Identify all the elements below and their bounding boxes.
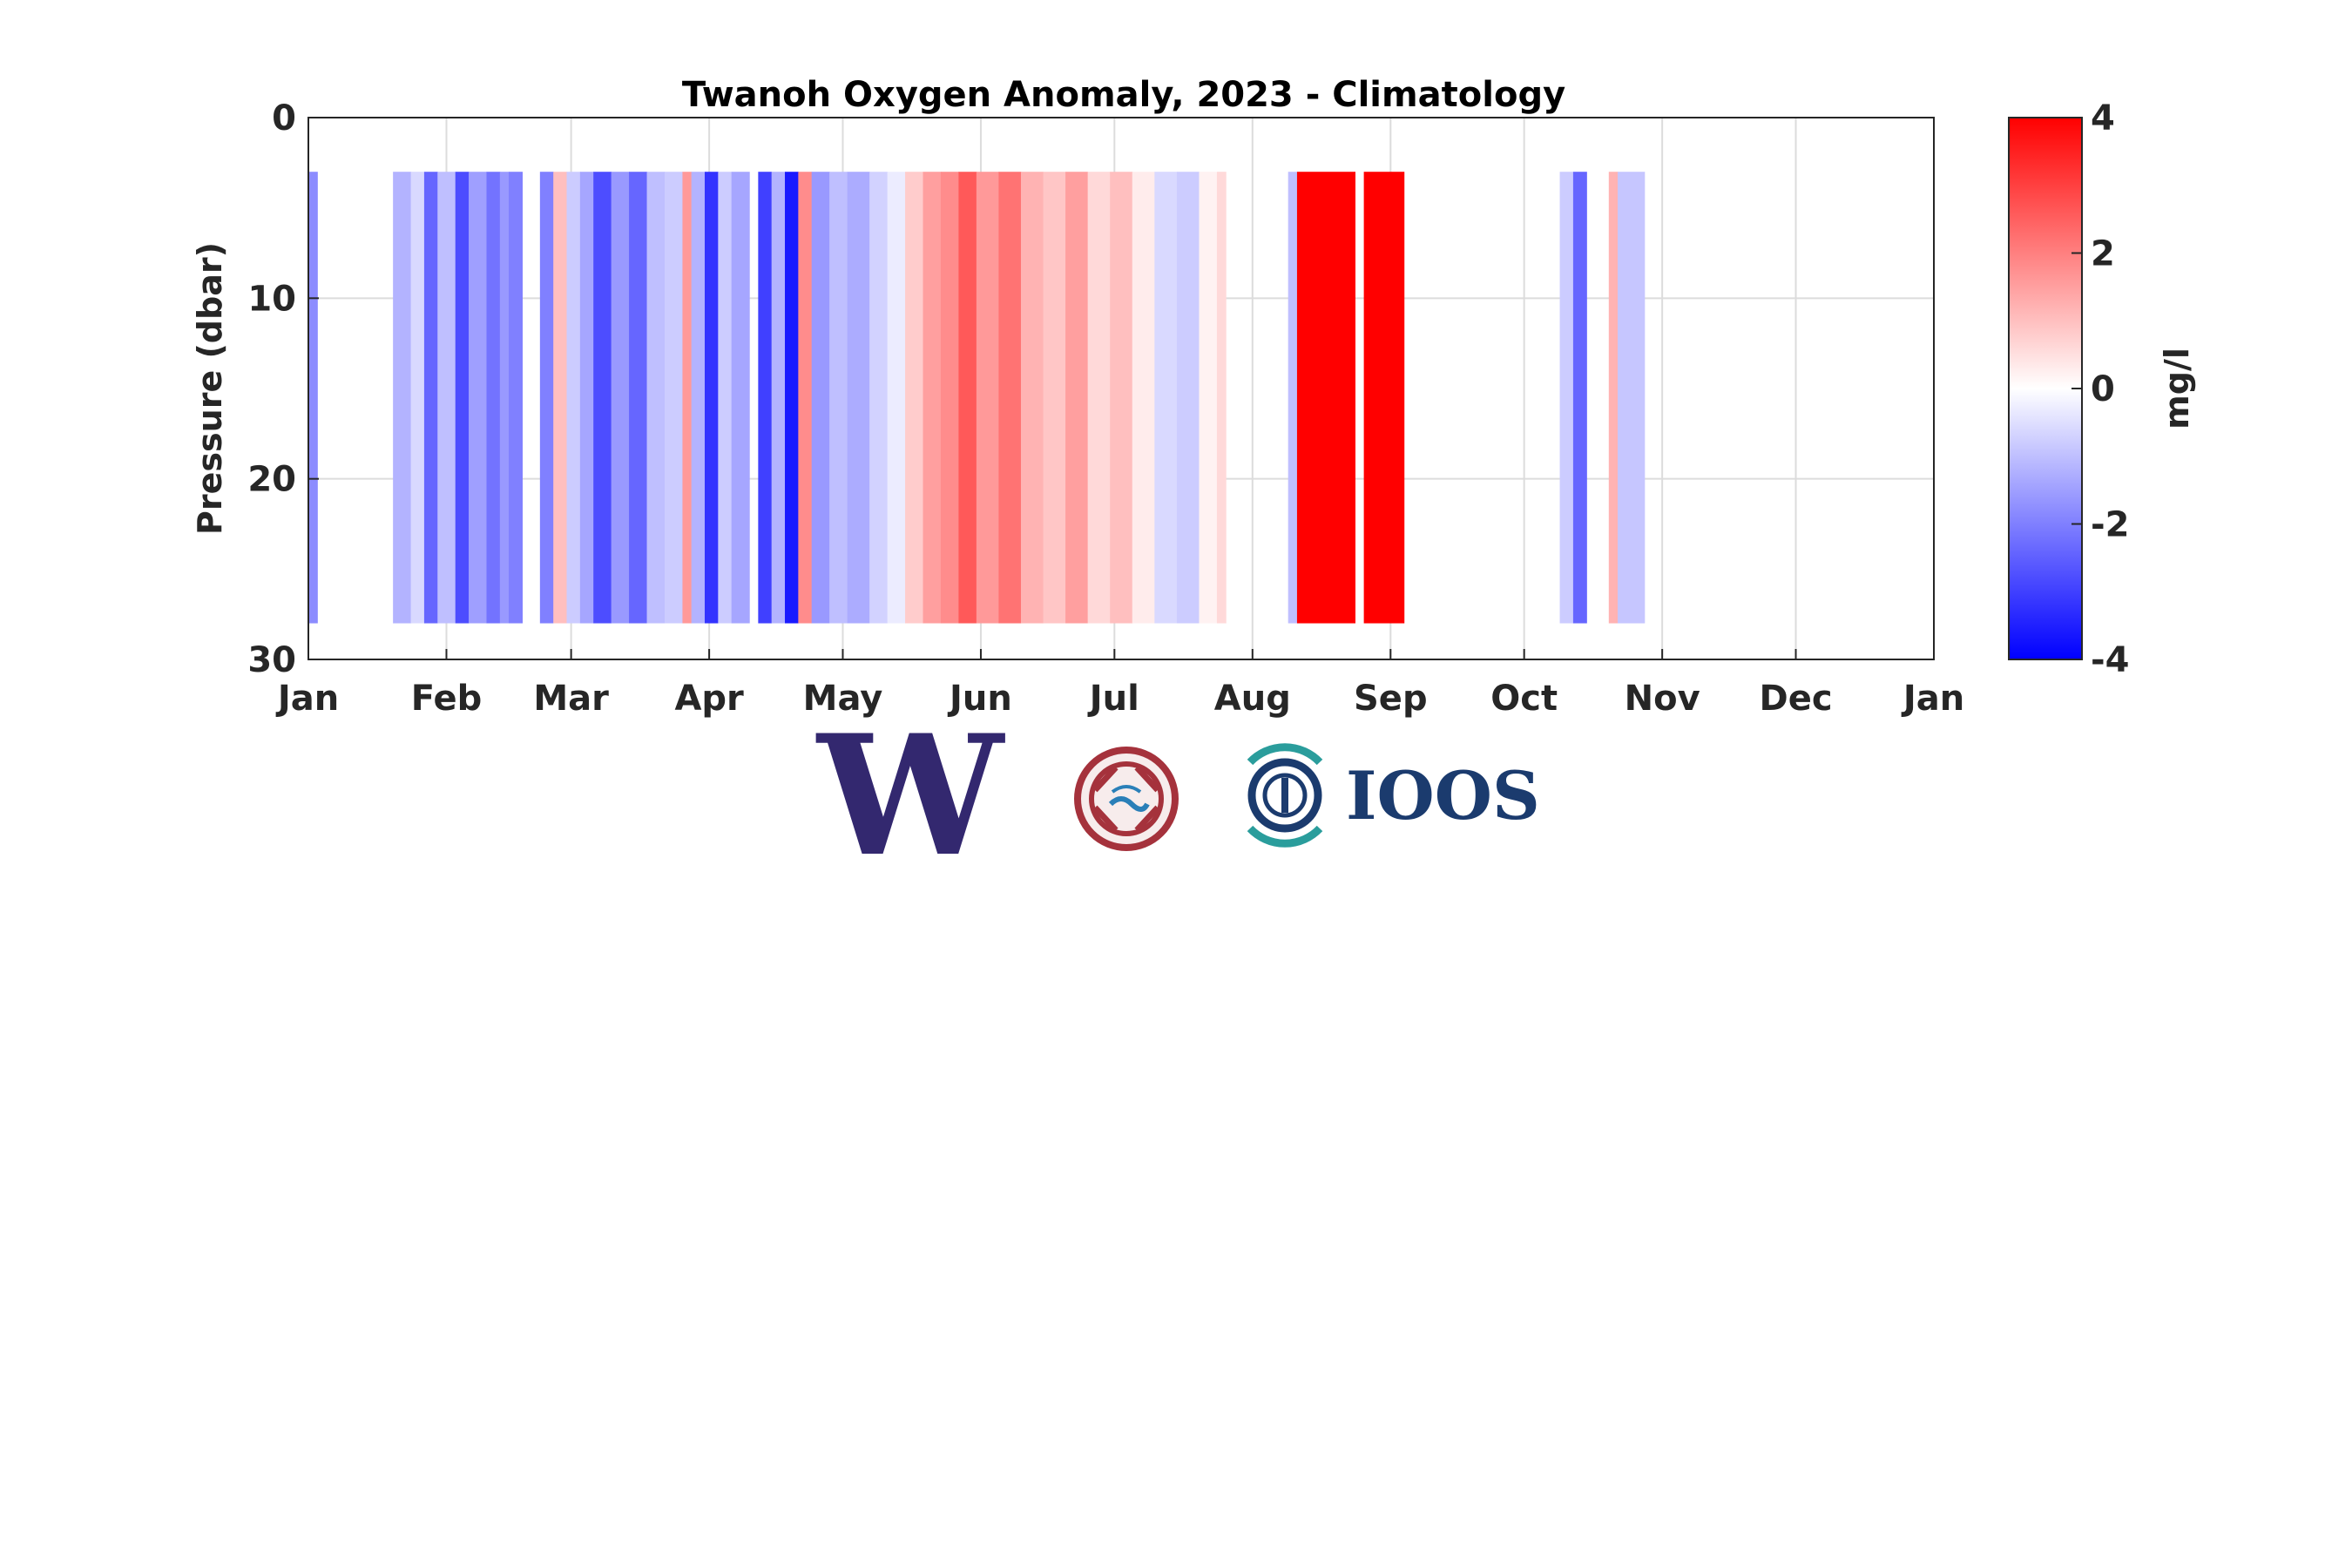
heatmap-cell: [1020, 172, 1044, 624]
heatmap-cell: [869, 172, 889, 624]
heatmap-cell: [393, 172, 412, 624]
heatmap-cell: [785, 172, 799, 624]
heatmap-cell: [1559, 172, 1574, 624]
x-tick-label: Dec: [1759, 679, 1832, 719]
heatmap-cell: [731, 172, 750, 624]
heatmap-cell: [940, 172, 959, 624]
heatmap-cell: [1296, 172, 1355, 624]
heatmap-cell: [1087, 172, 1111, 624]
y-tick-label: 0: [272, 98, 296, 139]
heatmap-cell: [682, 172, 693, 624]
x-tick-label: Jun: [947, 679, 1012, 719]
colorbar-tick-label: 2: [2091, 234, 2115, 274]
heatmap-cell: [811, 172, 830, 624]
colorbar-tick-label: -4: [2091, 640, 2129, 680]
y-tick-label: 30: [247, 640, 296, 680]
heatmap-cell: [1154, 172, 1178, 624]
heatmap-cell: [664, 172, 684, 624]
uw-w-logo-text: W: [815, 699, 1005, 893]
heatmap-cell: [1110, 172, 1133, 624]
heatmap-cell: [308, 172, 318, 624]
heatmap-cell: [509, 172, 523, 624]
heatmap-cell: [1199, 172, 1218, 624]
x-tick-label: Jan: [1901, 679, 1964, 719]
heatmap-cell: [410, 172, 425, 624]
x-tick-label: Sep: [1354, 679, 1428, 719]
colorbar-label: mg/l: [2158, 348, 2196, 429]
x-tick-label: Jan: [275, 679, 339, 719]
heatmap-cell: [499, 172, 510, 624]
heatmap-cell: [455, 172, 470, 624]
heatmap-cell: [887, 172, 906, 624]
heatmap-cell: [1608, 172, 1619, 624]
x-tick-label: Nov: [1625, 679, 1700, 719]
x-tick-label: Feb: [411, 679, 482, 719]
heatmap-cell: [923, 172, 942, 624]
heatmap-cell: [829, 172, 848, 624]
heatmap-cell: [704, 172, 719, 624]
heatmap-cell: [1363, 172, 1405, 624]
y-axis-label: Pressure (dbar): [191, 242, 229, 535]
heatmap-cell: [1065, 172, 1089, 624]
colorbar-tick-label: -2: [2091, 505, 2129, 545]
heatmap-cell: [958, 172, 977, 624]
x-tick-label: Jul: [1087, 679, 1139, 719]
heatmap-cell: [437, 172, 456, 624]
uw-w-logo: W: [815, 699, 1005, 893]
heatmap-cell: [1132, 172, 1155, 624]
colorbar-ticks: 4 2 0 -2 -4: [2072, 98, 2129, 680]
heatmap-cell: [771, 172, 786, 624]
heatmap-cell: [691, 172, 706, 624]
heatmap-cell: [905, 172, 924, 624]
heatmap-cell: [1216, 172, 1227, 624]
x-tick-label: Aug: [1214, 679, 1291, 719]
colorbar-gradient: [2008, 117, 2083, 660]
heatmap-cell: [1176, 172, 1200, 624]
y-tick-label: 20: [247, 460, 296, 500]
heatmap-cell: [758, 172, 773, 624]
heatmap-cell: [579, 172, 594, 624]
heatmap-cell: [976, 172, 1000, 624]
chart-title: Twanoh Oxygen Anomaly, 2023 - Climatolog…: [682, 75, 1565, 115]
heatmap-cell: [469, 172, 488, 624]
heatmap-cell: [486, 172, 501, 624]
heatmap-cells: [308, 172, 1646, 624]
heatmap-cell: [593, 172, 612, 624]
heatmap-cell: [1043, 172, 1066, 624]
heatmap-cell: [1288, 172, 1298, 624]
heatmap-cell: [646, 172, 666, 624]
heatmap-cell: [423, 172, 438, 624]
heatmap-cell: [1572, 172, 1587, 624]
ioos-logo-text: IOOS: [1346, 757, 1540, 835]
ioos-logo: IOOS: [1247, 743, 1540, 848]
heatmap-cell: [611, 172, 630, 624]
heatmap-cell: [718, 172, 733, 624]
y-axis: 0 10 20 30: [247, 98, 319, 680]
x-tick-label: Oct: [1490, 679, 1558, 719]
x-axis: Jan Feb Mar Apr May Jun Jul Aug Sep Oct Nov Dec Jan: [275, 649, 1964, 719]
x-tick-label: Mar: [533, 679, 609, 719]
tribal-seal-logo: [1074, 747, 1179, 851]
heatmap-cell: [798, 172, 813, 624]
heatmap-cell: [1618, 172, 1646, 624]
heatmap-cell: [539, 172, 554, 624]
heatmap-cell: [629, 172, 648, 624]
colorbar-tick-label: 4: [2091, 98, 2115, 139]
heatmap-cell: [847, 172, 870, 624]
heatmap-cell: [998, 172, 1022, 624]
ioos-emblem-icon: [1247, 743, 1323, 848]
colorbar: 4 2 0 -2 -4 mg/l: [2008, 98, 2196, 680]
x-tick-label: May: [803, 679, 883, 719]
y-tick-label: 10: [247, 279, 296, 319]
plot-area-frame: [308, 117, 1935, 660]
heatmap-cell: [566, 172, 581, 624]
x-tick-label: Apr: [674, 679, 744, 719]
heatmap-cell: [553, 172, 568, 624]
colorbar-tick-label: 0: [2091, 369, 2115, 409]
